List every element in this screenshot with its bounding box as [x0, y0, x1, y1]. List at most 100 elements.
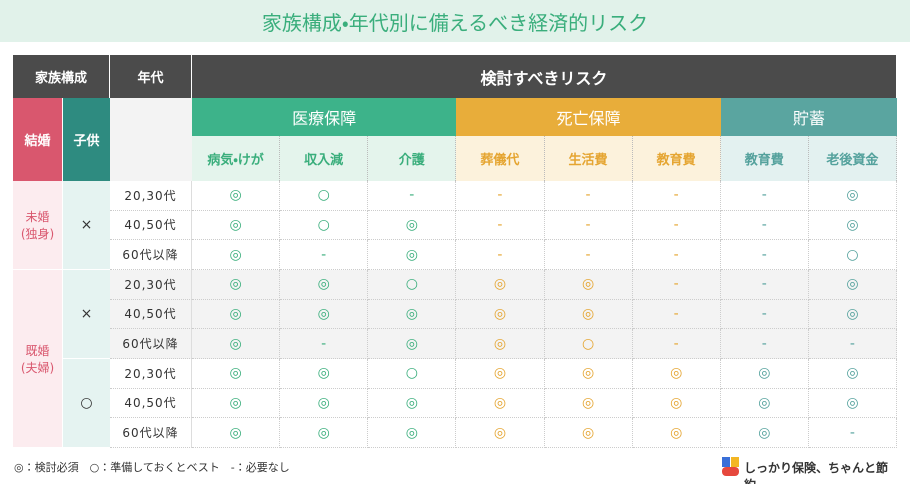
risk-cell: ◎ — [808, 181, 897, 211]
risk-cell: ◎ — [544, 299, 633, 330]
risk-cell: ◎ — [192, 299, 281, 330]
risk-cell: ◎ — [632, 359, 721, 389]
header-family: 家族構成 — [13, 55, 110, 98]
risk-cell: ◎ — [720, 388, 809, 419]
column-header: 葬儀代 — [456, 136, 545, 181]
brand: しっかり保険、ちゃんと節約。 — [744, 461, 889, 484]
risk-cell: - — [544, 181, 633, 211]
age-cell: 40,50代 — [110, 210, 192, 241]
group-header: 医療保障 — [192, 98, 457, 136]
risk-cell: ◎ — [808, 270, 897, 300]
risk-cell: ◎ — [368, 210, 457, 241]
age-cell: 60代以降 — [110, 329, 192, 359]
risk-cell: ○ — [544, 329, 633, 359]
group-header: 死亡保障 — [456, 98, 721, 136]
column-header: 教育費 — [632, 136, 721, 181]
risk-cell: - — [632, 270, 721, 300]
age-cell: 20,30代 — [110, 270, 192, 300]
marriage-label: (夫婦) — [20, 360, 55, 375]
risk-cell: - — [808, 418, 897, 448]
risk-cell: ○ — [280, 181, 369, 211]
risk-cell: ◎ — [720, 418, 809, 448]
risk-cell: - — [720, 299, 809, 330]
children-cell: ○ — [62, 359, 110, 448]
risk-cell: ◎ — [544, 418, 633, 448]
risk-cell: ○ — [808, 240, 897, 270]
risk-cell: ◎ — [456, 329, 545, 359]
children-cell: × — [62, 270, 110, 359]
risk-cell: ◎ — [280, 388, 369, 419]
risk-cell: ○ — [280, 210, 369, 241]
risk-cell: ◎ — [808, 388, 897, 419]
header-children: 子供 — [62, 98, 110, 181]
column-header: 介護 — [368, 136, 457, 181]
risk-cell: ◎ — [280, 270, 369, 300]
risk-cell: ◎ — [192, 181, 281, 211]
risk-cell: - — [720, 329, 809, 359]
risk-cell: - — [720, 270, 809, 300]
risk-cell: ◎ — [808, 299, 897, 330]
risk-cell: ◎ — [192, 418, 281, 448]
age-cell: 40,50代 — [110, 299, 192, 330]
risk-cell: ◎ — [456, 418, 545, 448]
risk-cell: ○ — [368, 359, 457, 389]
column-header: 老後資金 — [808, 136, 897, 181]
risk-cell: ◎ — [808, 359, 897, 389]
risk-cell: - — [632, 240, 721, 270]
risk-cell: ◎ — [632, 418, 721, 448]
risk-cell: - — [632, 299, 721, 330]
risk-cell: ◎ — [808, 210, 897, 241]
age-cell: 60代以降 — [110, 240, 192, 270]
risk-cell: ◎ — [456, 299, 545, 330]
risk-cell: ◎ — [456, 359, 545, 389]
age-cell: 20,30代 — [110, 359, 192, 389]
risk-cell: - — [456, 210, 545, 241]
risk-cell: ◎ — [368, 329, 457, 359]
risk-cell: ◎ — [280, 359, 369, 389]
risk-cell: ◎ — [192, 210, 281, 241]
risk-cell: - — [632, 329, 721, 359]
marriage-label: 既婚 — [25, 343, 50, 358]
column-header: 病気・けが — [192, 136, 281, 181]
age-cell: 60代以降 — [110, 418, 192, 448]
risk-cell: - — [280, 329, 369, 359]
age-cell: 40,50代 — [110, 388, 192, 419]
risk-cell: - — [456, 181, 545, 211]
risk-cell: ◎ — [544, 359, 633, 389]
marriage-label: 未婚 — [25, 210, 50, 224]
risk-cell: - — [280, 240, 369, 270]
children-cell: × — [62, 181, 110, 270]
column-header: 収入減 — [280, 136, 369, 181]
risk-cell: - — [720, 240, 809, 270]
risk-cell: ○ — [368, 270, 457, 300]
risk-cell: ◎ — [368, 240, 457, 270]
column-header: 生活費 — [544, 136, 633, 181]
risk-cell: ◎ — [456, 270, 545, 300]
risk-cell: ◎ — [544, 388, 633, 419]
risk-cell: - — [544, 240, 633, 270]
age-cell: 20,30代 — [110, 181, 192, 211]
risk-cell: - — [808, 329, 897, 359]
risk-cell: - — [456, 240, 545, 270]
header-blank — [110, 98, 192, 181]
risk-cell: ◎ — [192, 270, 281, 300]
title: 家族構成・年代別に備えるべき経済的リスク — [0, 0, 910, 42]
risk-cell: - — [632, 181, 721, 211]
risk-cell: ◎ — [368, 418, 457, 448]
risk-cell: ◎ — [368, 388, 457, 419]
risk-cell: ◎ — [456, 388, 545, 419]
risk-cell: ◎ — [720, 359, 809, 389]
header-age: 年代 — [110, 55, 192, 98]
group-header: 貯蓄 — [720, 98, 897, 136]
risk-cell: ◎ — [368, 299, 457, 330]
header-risk: 検討すべきリスク — [192, 55, 897, 98]
risk-cell: ◎ — [280, 299, 369, 330]
risk-cell: - — [632, 210, 721, 241]
risk-cell: ◎ — [192, 359, 281, 389]
marriage-label: (独身) — [20, 227, 55, 241]
risk-cell: - — [368, 181, 457, 211]
risk-cell: ◎ — [192, 329, 281, 359]
risk-cell: ◎ — [544, 270, 633, 300]
header-marriage: 結婚 — [13, 98, 62, 181]
risk-cell: ◎ — [192, 388, 281, 419]
